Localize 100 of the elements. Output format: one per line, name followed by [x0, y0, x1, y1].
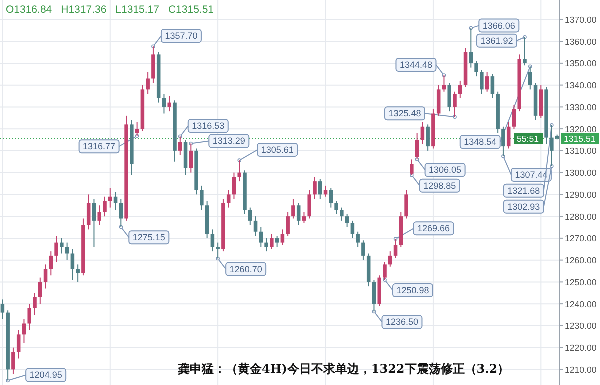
y-tick-label: 1240.00	[565, 299, 597, 310]
annotation: C1315.51	[168, 4, 214, 16]
candlestick	[362, 240, 366, 261]
y-tick-label: 1350.00	[565, 58, 597, 69]
candlestick	[162, 94, 166, 114]
annotation: 1348.54	[464, 137, 497, 148]
candlestick	[108, 188, 112, 208]
y-tick-label: 1330.00	[565, 102, 597, 112]
candlestick	[506, 122, 511, 150]
candlestick	[334, 200, 338, 215]
candlestick	[474, 60, 478, 78]
candlestick	[168, 96, 172, 112]
candlestick	[98, 205, 102, 226]
candlestick	[92, 198, 96, 248]
y-tick-label: 1210.00	[565, 364, 597, 375]
candlestick	[275, 236, 280, 248]
y-tick-label: 1270.00	[565, 234, 597, 244]
candlestick	[16, 330, 21, 360]
candlestick	[70, 248, 75, 280]
candlestick	[485, 72, 490, 92]
annotation: 1275.15	[132, 232, 166, 243]
y-tick-label: 1260.00	[565, 256, 597, 266]
candlestick	[33, 292, 37, 316]
candlestick	[356, 231, 360, 248]
candlestick	[490, 74, 495, 99]
candlestick	[44, 264, 48, 290]
y-tick-label: 1280.00	[565, 212, 597, 222]
candlestick	[302, 212, 306, 224]
candlestick	[372, 280, 376, 312]
candlestick	[345, 214, 350, 228]
candlestick	[86, 194, 91, 230]
annotation: 1321.68	[508, 186, 540, 196]
candlestick	[528, 66, 532, 90]
candlestick	[226, 190, 231, 208]
candlestick	[292, 198, 296, 220]
candlestick	[200, 185, 204, 210]
candlestick	[216, 242, 220, 260]
annotation: 55:51	[517, 134, 540, 144]
candlestick	[248, 207, 252, 226]
annotation: 1302.93	[508, 202, 540, 212]
annotation: 1269.66	[417, 224, 450, 234]
candlestick	[189, 143, 194, 174]
candlestick	[318, 178, 322, 200]
y-tick-label: 1290.00	[565, 190, 597, 200]
candlestick	[394, 238, 398, 259]
candlestick	[448, 82, 452, 112]
annotation: O1316.84	[6, 4, 52, 16]
candlestick	[76, 264, 80, 283]
candlestick	[453, 91, 457, 118]
y-tick-label: 1310.00	[565, 146, 597, 156]
candlestick	[146, 72, 150, 95]
candlestick	[286, 212, 290, 237]
candlestick	[270, 234, 274, 250]
candlestick	[410, 159, 414, 176]
candlestick	[119, 198, 124, 228]
candlestick	[114, 192, 118, 210]
ref-line-label: 1315.51	[564, 134, 596, 144]
y-tick-label: 1360.00	[565, 36, 597, 47]
annotation: 1357.70	[165, 31, 198, 42]
y-tick-label: 1300.00	[565, 168, 597, 178]
annotation: 1250.98	[396, 286, 430, 296]
y-tick-label: 1370.00	[565, 14, 597, 25]
annotation: 1306.05	[429, 165, 462, 176]
annotation: 1298.85	[424, 180, 456, 191]
candlestick	[426, 124, 430, 152]
candlestick	[329, 188, 334, 208]
candlestick	[420, 122, 425, 145]
candlestick	[469, 28, 474, 68]
candlestick	[458, 80, 462, 99]
annotation: 1361.92	[480, 36, 514, 46]
candlestick	[313, 176, 317, 200]
candlestick	[238, 160, 242, 182]
annotation: H1317.36	[61, 4, 107, 16]
candlestick	[0, 299, 5, 320]
y-tick-label: 1250.00	[565, 277, 597, 288]
candlestick	[404, 190, 408, 220]
candlestick	[210, 229, 215, 252]
candlestick	[38, 277, 42, 305]
annotation: 1316.77	[83, 142, 116, 152]
candlestick	[340, 207, 344, 222]
y-tick-label: 1230.00	[565, 321, 597, 332]
candlestick	[49, 251, 54, 276]
candlestick	[296, 202, 301, 226]
candlestick	[350, 220, 355, 239]
annotation: 1260.70	[230, 264, 262, 274]
candlestick	[512, 104, 516, 130]
candlestick	[280, 229, 285, 246]
candlestick	[523, 36, 527, 66]
candlestick	[12, 347, 16, 375]
candlestick	[388, 251, 392, 268]
annotation: 1236.50	[386, 317, 419, 328]
annotation: 1316.53	[192, 121, 225, 132]
annotation: 1313.29	[212, 136, 246, 146]
candlestick	[415, 132, 420, 160]
candlestick	[178, 136, 182, 156]
annotation: 1325.48	[388, 108, 422, 119]
y-tick-label: 1220.00	[565, 343, 597, 354]
text: 龚申猛：（黄金4H)今日不求单边，1322下震荡修正（3.2）	[178, 362, 510, 376]
annotation: L1315.17	[116, 4, 160, 16]
y-tick-label: 1320.00	[565, 124, 597, 134]
